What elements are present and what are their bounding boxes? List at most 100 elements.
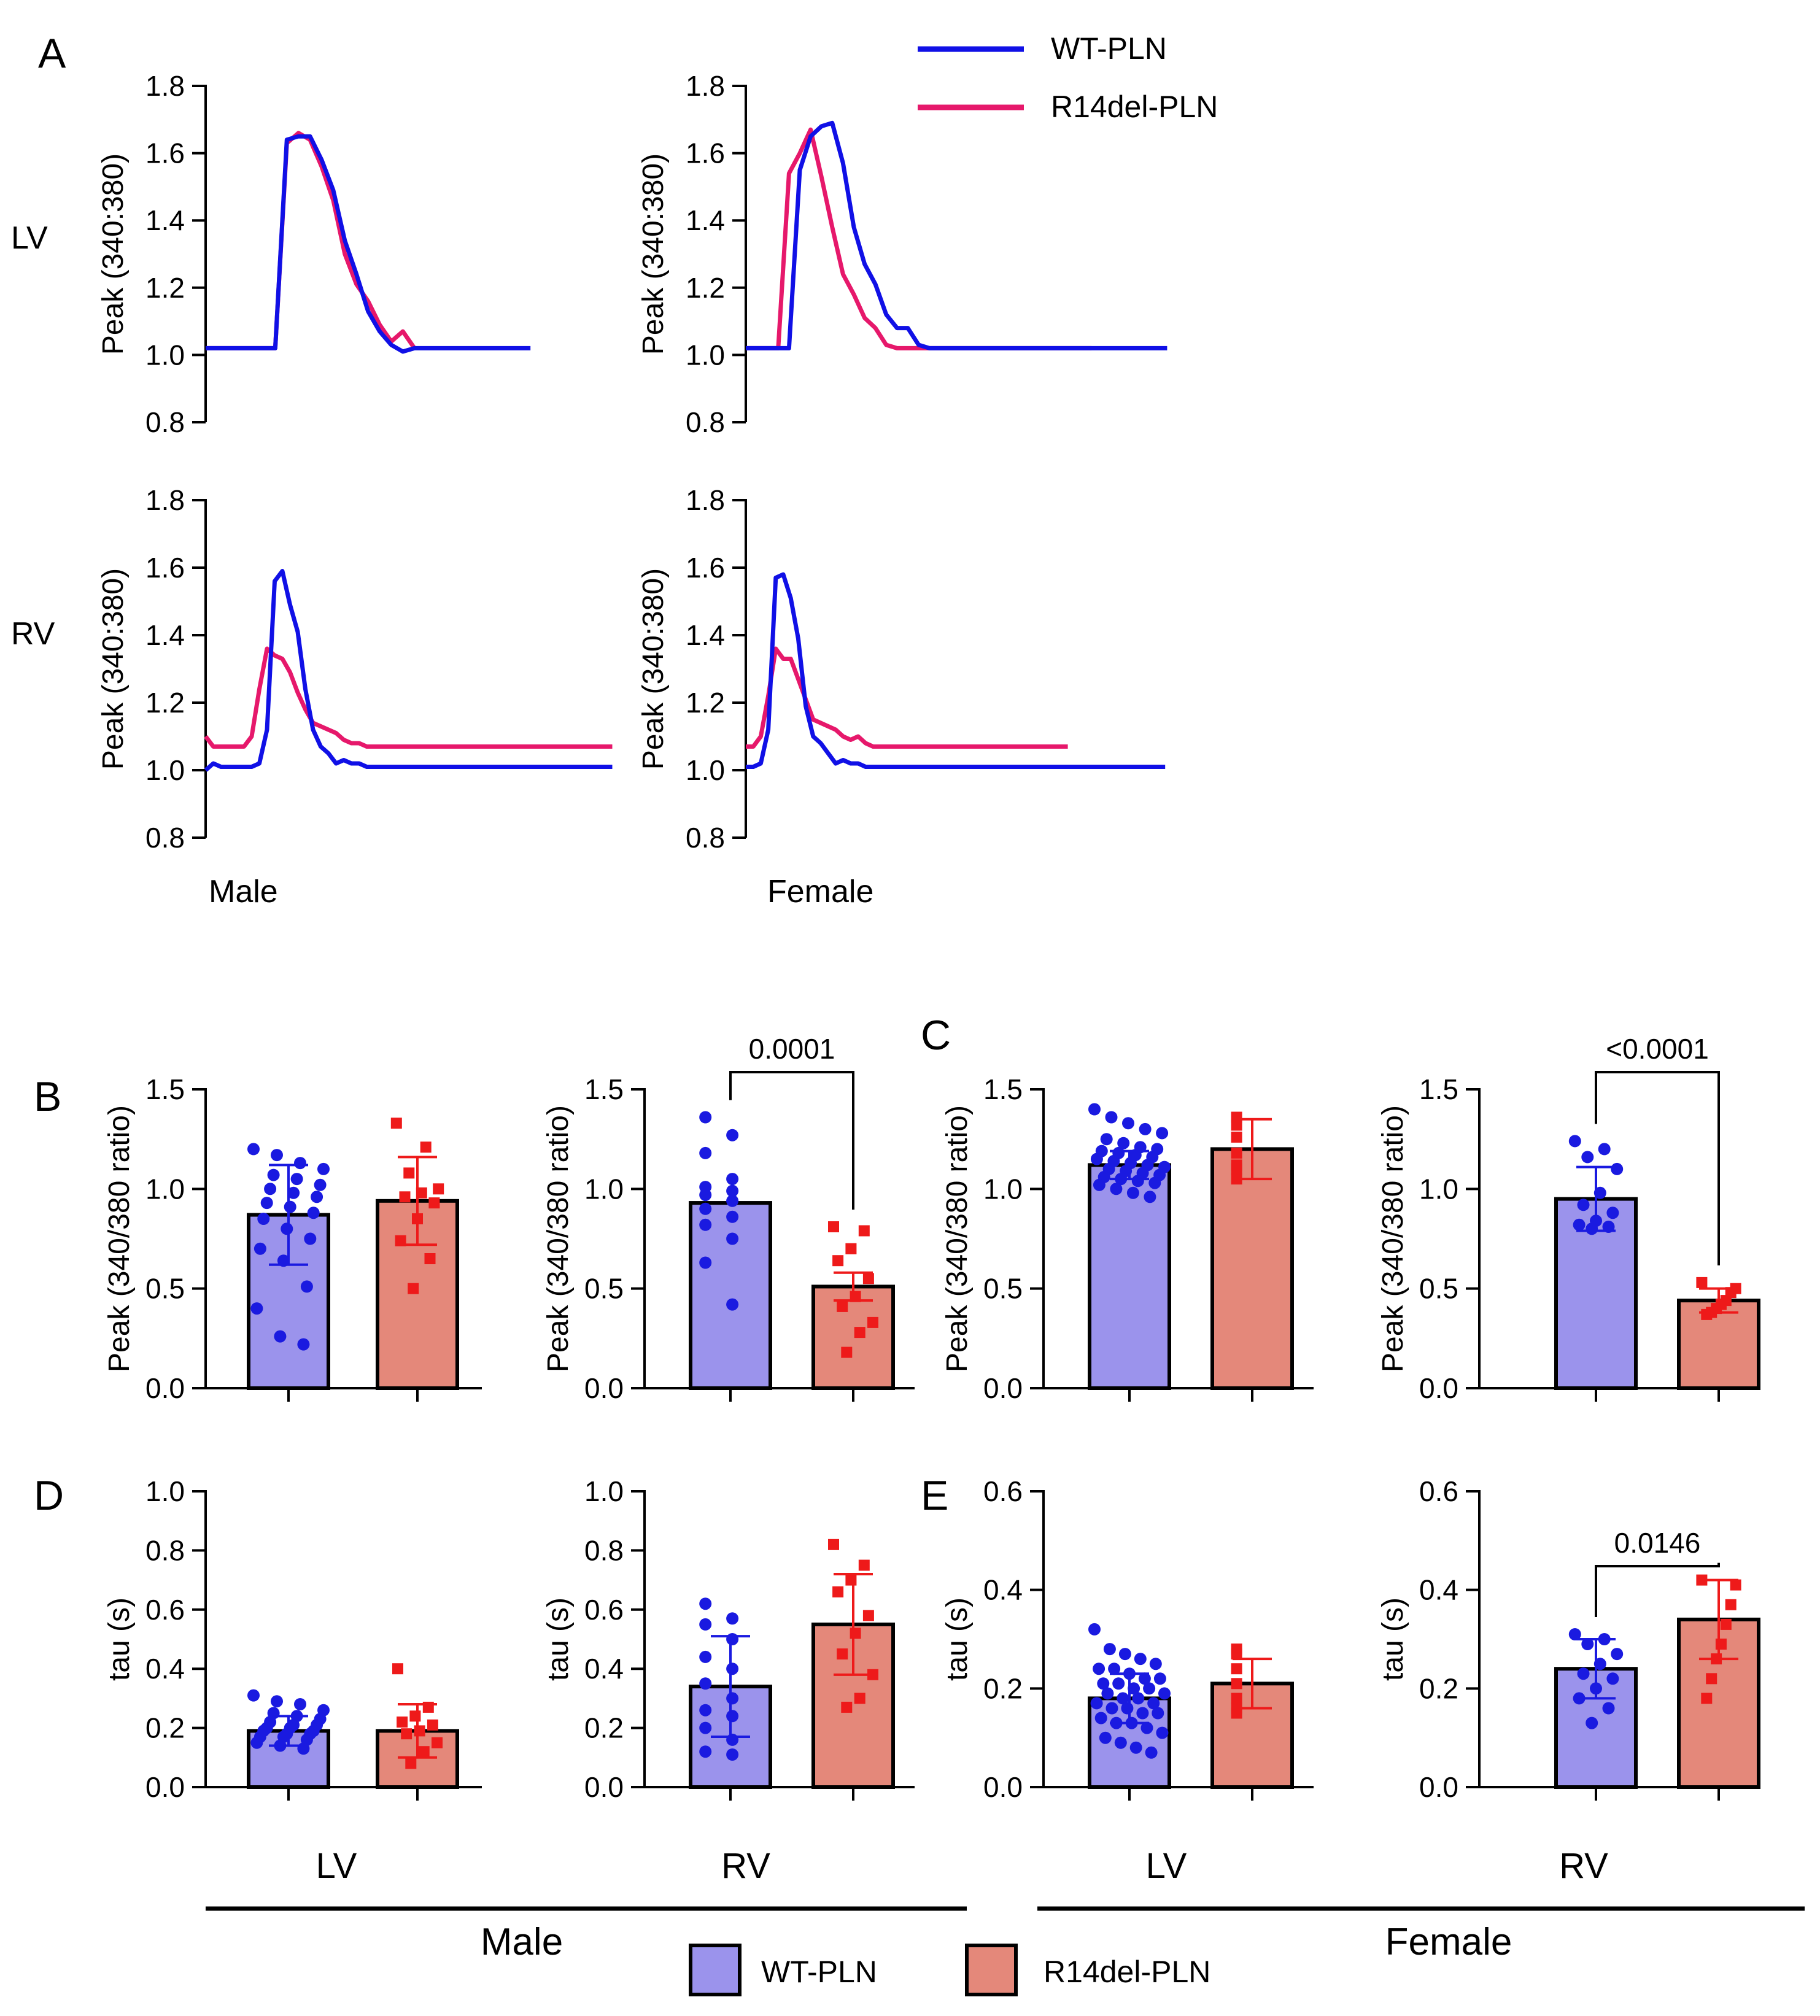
data-point-wt <box>699 1650 712 1663</box>
legend-swatch-label-wt: WT-PLN <box>761 1955 877 1989</box>
data-point-wt <box>1117 1692 1129 1705</box>
series-line-wt <box>204 569 613 772</box>
y-tick-label: 1.2 <box>145 272 185 304</box>
y-tick-label: 0.0 <box>1419 1771 1458 1803</box>
y-tick-label: 0.6 <box>145 1594 185 1626</box>
data-point-wt <box>1148 1176 1161 1189</box>
data-point-wt <box>699 1202 712 1215</box>
y-tick-label: 0.0 <box>1419 1372 1458 1404</box>
y-tick-label: 0.0 <box>584 1372 624 1404</box>
group-label-female-lv: LV <box>1146 1846 1187 1886</box>
y-tick-label: 0.0 <box>584 1771 624 1803</box>
data-point-wt <box>1586 1222 1598 1235</box>
data-point-wt <box>699 1704 712 1717</box>
data-point-wt <box>297 1742 310 1755</box>
series-line-r14 <box>746 646 1068 749</box>
y-axis-label: Peak (340/380 ratio) <box>542 1105 575 1372</box>
series-line-r14 <box>206 131 417 350</box>
data-point-wt <box>1097 1677 1110 1690</box>
y-tick-label: 0.6 <box>584 1594 624 1626</box>
data-point-wt <box>1143 1682 1156 1695</box>
y-tick-label: 0.8 <box>145 1534 185 1566</box>
data-point-wt <box>1123 1667 1136 1680</box>
y-tick-label: 0.4 <box>145 1653 185 1685</box>
y-axis-label: tau (s) <box>1377 1597 1409 1681</box>
legend-swatch-wt <box>689 1944 742 1996</box>
data-point-wt <box>1144 1191 1156 1203</box>
data-point-wt <box>699 1256 712 1269</box>
data-point-wt <box>1577 1199 1590 1211</box>
data-point-r14 <box>854 1693 865 1704</box>
data-point-wt <box>1573 1218 1586 1231</box>
data-point-r14 <box>397 1717 408 1728</box>
data-point-wt <box>1149 1658 1162 1670</box>
y-tick-label: 1.0 <box>983 1173 1023 1205</box>
data-point-wt <box>1147 1697 1160 1710</box>
data-point-wt <box>314 1178 327 1191</box>
data-point-r14 <box>1231 1663 1242 1675</box>
data-point-r14 <box>845 1574 857 1586</box>
data-point-wt <box>726 1194 739 1207</box>
y-tick-label: 1.2 <box>686 272 725 304</box>
data-point-wt <box>1156 1127 1169 1140</box>
y-tick-label: 0.5 <box>584 1273 624 1305</box>
significance-bracket <box>729 1071 854 1210</box>
group-label-female-rv: RV <box>1559 1846 1608 1886</box>
data-point-r14 <box>1231 1119 1242 1131</box>
y-tick-label: 1.2 <box>686 687 725 719</box>
data-point-wt <box>271 1695 283 1708</box>
y-tick-label: 1.4 <box>686 204 725 236</box>
data-point-wt <box>257 1213 270 1225</box>
y-tick-label: 1.8 <box>686 70 725 102</box>
data-point-wt <box>1156 1726 1169 1739</box>
y-tick-label: 0.5 <box>1419 1273 1458 1305</box>
chart-b-lv: 0.0 0.5 1.0 1.5 Peak (340/380 ratio) <box>103 1073 482 1404</box>
data-point-r14 <box>428 1197 440 1209</box>
y-tick-label: 1.6 <box>145 552 185 584</box>
data-point-wt <box>260 1197 273 1210</box>
y-tick-label: 1.0 <box>686 754 725 786</box>
y-tick-label: 1.5 <box>584 1073 624 1105</box>
y-axis-label: Peak (340:380) <box>637 568 670 770</box>
data-point-r14 <box>422 1701 434 1713</box>
data-point-wt <box>1103 1643 1116 1656</box>
y-tick-label: 0.8 <box>584 1534 624 1566</box>
data-point-wt <box>1105 1111 1118 1124</box>
data-point-r14 <box>858 1559 870 1571</box>
data-point-wt <box>1158 1687 1171 1700</box>
data-point-wt <box>726 1232 739 1245</box>
data-point-r14 <box>867 1669 878 1680</box>
data-point-r14 <box>1696 1574 1708 1586</box>
data-point-r14 <box>828 1221 839 1232</box>
series-line-r14 <box>204 646 613 749</box>
data-point-wt <box>1568 1628 1581 1640</box>
data-point-wt <box>294 1698 306 1710</box>
y-tick-label: 1.5 <box>1419 1073 1458 1105</box>
data-point-wt <box>311 1191 323 1203</box>
data-point-r14 <box>418 1746 430 1758</box>
data-point-wt <box>254 1242 266 1255</box>
y-tick-label: 1.6 <box>686 137 725 169</box>
data-point-r14 <box>841 1346 853 1358</box>
y-tick-label: 0.0 <box>145 1771 185 1803</box>
data-point-r14 <box>862 1273 874 1284</box>
data-point-wt <box>726 1633 739 1645</box>
data-point-r14 <box>424 1253 436 1264</box>
y-axis-label: tau (s) <box>103 1597 136 1681</box>
y-tick-label: 0.2 <box>983 1672 1023 1704</box>
data-point-r14 <box>433 1183 444 1195</box>
panel-letter-d: D <box>34 1472 64 1519</box>
data-point-wt <box>1132 1692 1145 1705</box>
significance-label: 0.0146 <box>1614 1527 1701 1559</box>
chart-e-lv: 0.0 0.2 0.4 0.6 tau (s) <box>941 1475 1314 1803</box>
sex-label-male-a: Male <box>209 874 278 910</box>
legend-swatch-label-r14: R14del-PLN <box>1044 1955 1210 1989</box>
data-point-wt <box>267 1168 280 1181</box>
y-tick-label: 1.0 <box>584 1475 624 1507</box>
y-axis-label: tau (s) <box>542 1597 575 1681</box>
data-point-wt <box>1593 1186 1606 1199</box>
y-tick-label: 0.0 <box>983 1771 1023 1803</box>
y-axis-label: Peak (340/380 ratio) <box>103 1105 136 1372</box>
chart-a-male-lv: 0.8 1.0 1.2 1.4 1.6 1.8 Peak (340:380) <box>97 70 531 438</box>
data-point-wt <box>699 1721 712 1734</box>
